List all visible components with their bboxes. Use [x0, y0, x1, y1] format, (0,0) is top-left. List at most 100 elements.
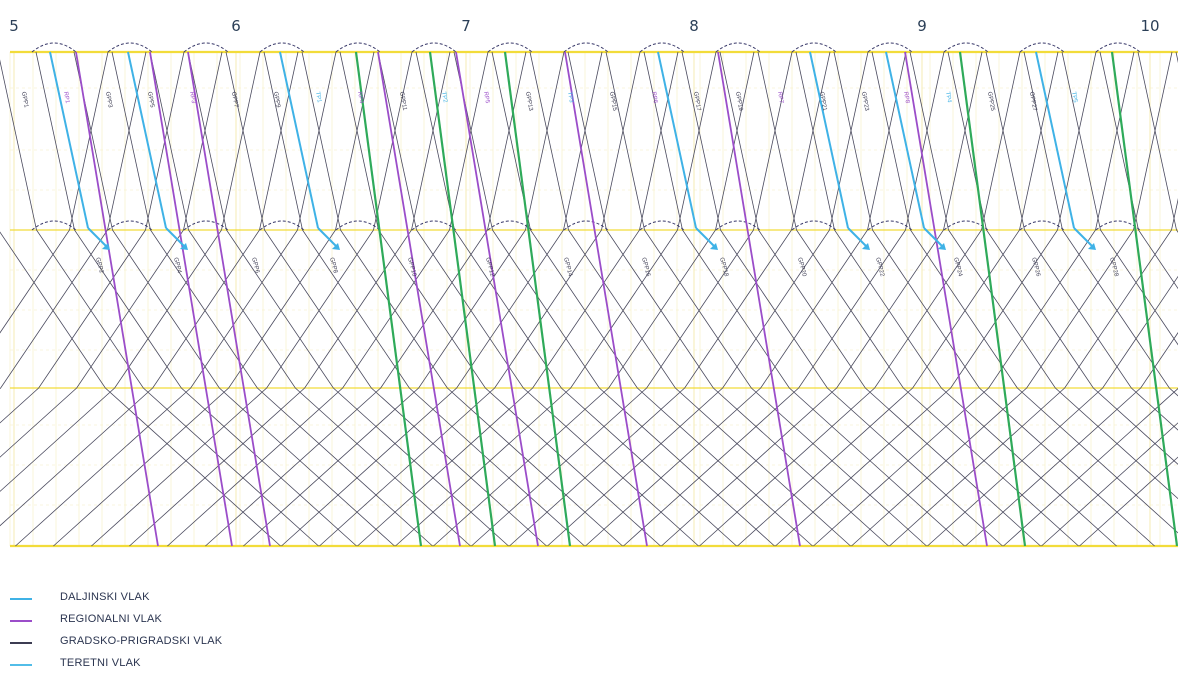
turnaround-arc: [639, 42, 685, 53]
legend-item-regional: REGIONALNI VLAK: [10, 612, 410, 634]
long-distance-train-line: [1073, 227, 1095, 249]
suburban-train-line: [73, 51, 395, 547]
suburban-train-line: [167, 51, 489, 547]
train-label: TP3: [566, 91, 574, 104]
train-label: GPP2: [94, 257, 104, 275]
train-label: RP6: [650, 91, 658, 104]
turnaround-arc: [791, 42, 837, 53]
suburban-train-line: [1099, 51, 1178, 290]
suburban-train-line: [547, 51, 869, 547]
turnaround-arc: [107, 42, 153, 53]
train-label: RP4: [356, 91, 364, 104]
suburban-train-line: [15, 51, 337, 547]
long-distance-train-line: [695, 227, 717, 249]
train-label: GPP26: [1030, 257, 1041, 278]
train-label: RP8: [902, 91, 910, 104]
train-label: GPP12: [484, 257, 495, 278]
suburban-train-line: [357, 51, 679, 547]
suburban-train-line: [775, 51, 1097, 547]
suburban-train-line: [585, 51, 907, 547]
suburban-train-line: [1003, 388, 1178, 547]
suburban-train-line: [623, 51, 945, 547]
train-label: GPP27: [1028, 91, 1037, 112]
arrow-head-icon: [332, 243, 340, 250]
long-distance-train-line: [279, 51, 319, 229]
long-distance-train-line: [49, 51, 89, 229]
legend-item-suburban: GRADSKO-PRIGRADSKI VLAK: [10, 634, 410, 656]
legend-item-freight: TERETNI VLAK: [10, 656, 410, 678]
train-label: TP1: [314, 91, 322, 104]
suburban-train-line: [35, 51, 357, 547]
suburban-train-line: [301, 51, 623, 547]
train-label: RP5: [482, 91, 490, 104]
train-label: TP5: [1070, 91, 1078, 104]
grid: [9, 50, 1178, 548]
suburban-train-line: [965, 332, 1178, 547]
suburban-trains: [0, 51, 1178, 547]
suburban-train-line: [263, 51, 585, 547]
regional-train-line: [904, 51, 988, 547]
suburban-train-line: [243, 51, 565, 547]
suburban-train-line: [187, 51, 509, 547]
suburban-train-line: [281, 51, 603, 547]
train-label: GPP19: [734, 91, 743, 112]
turnaround-arc: [1095, 42, 1141, 53]
suburban-train-line: [567, 51, 889, 547]
legend: DALJINSKI VLAK REGIONALNI VLAK GRADSKO-P…: [10, 590, 410, 678]
regional-train-line: [149, 51, 233, 547]
suburban-train-line: [433, 51, 755, 547]
suburban-train-line: [0, 59, 319, 547]
suburban-train-line: [1041, 422, 1178, 547]
suburban-train-line: [661, 51, 983, 547]
turnaround-arc: [259, 42, 305, 53]
train-label: GPP18: [718, 257, 729, 278]
train-timetable-graph: 5 6 7 8 9 10 GPP1 RP1 GPP3 GPP5 RP3 GPP7 GPP9 TP1 RP4 G…: [0, 17, 1178, 548]
train-label: GPP13: [524, 91, 533, 112]
suburban-train-line: [1061, 51, 1178, 346]
train-label: GPP10: [406, 257, 417, 278]
legend-item-long-distance: DALJINSKI VLAK: [10, 590, 410, 612]
arrow-head-icon: [1088, 243, 1096, 250]
turnaround-arc: [183, 42, 229, 53]
suburban-train-line: [0, 51, 223, 458]
suburban-train-line: [0, 51, 261, 492]
legend-swatch-icon: [10, 620, 32, 622]
suburban-train-line: [225, 51, 547, 547]
suburban-train-line: [491, 51, 813, 547]
suburban-train-line: [795, 51, 1117, 547]
suburban-train-line: [985, 51, 1178, 431]
long-distance-train-line: [1035, 51, 1075, 229]
train-label: GPP17: [692, 91, 701, 112]
regional-train-line: [187, 51, 271, 547]
regional-train-line: [717, 51, 801, 547]
legend-label: DALJINSKI VLAK: [60, 591, 150, 603]
hour-label: 9: [917, 17, 927, 35]
train-label: RP1: [62, 91, 70, 104]
long-distance-train-line: [809, 51, 849, 229]
arrow-head-icon: [102, 243, 110, 250]
legend-label: TERETNI VLAK: [60, 657, 141, 669]
suburban-train-line: [529, 51, 851, 547]
train-label: GPP6: [250, 257, 260, 275]
suburban-train-line: [111, 51, 433, 547]
suburban-train-line: [395, 51, 717, 547]
train-label: GPP25: [986, 91, 995, 112]
suburban-train-line: [0, 51, 109, 334]
suburban-train-line: [871, 51, 1178, 534]
long-distance-train-line: [127, 51, 167, 229]
suburban-train-line: [0, 51, 147, 390]
legend-label: GRADSKO-PRIGRADSKI VLAK: [60, 635, 223, 647]
turnaround-arc: [943, 42, 989, 53]
turnaround-arc: [1019, 42, 1065, 53]
suburban-train-line: [737, 51, 1059, 547]
train-label: RP3: [188, 91, 196, 104]
freight-train-line: [1110, 51, 1178, 547]
suburban-train-line: [909, 51, 1178, 500]
suburban-train-line: [453, 51, 775, 547]
train-label: GPP24: [952, 257, 963, 278]
arrow-head-icon: [180, 243, 188, 250]
suburban-train-line: [1023, 51, 1178, 397]
freight-train-line: [503, 51, 572, 547]
train-label: GPP3: [104, 91, 113, 108]
train-label: GPP7: [230, 91, 239, 108]
